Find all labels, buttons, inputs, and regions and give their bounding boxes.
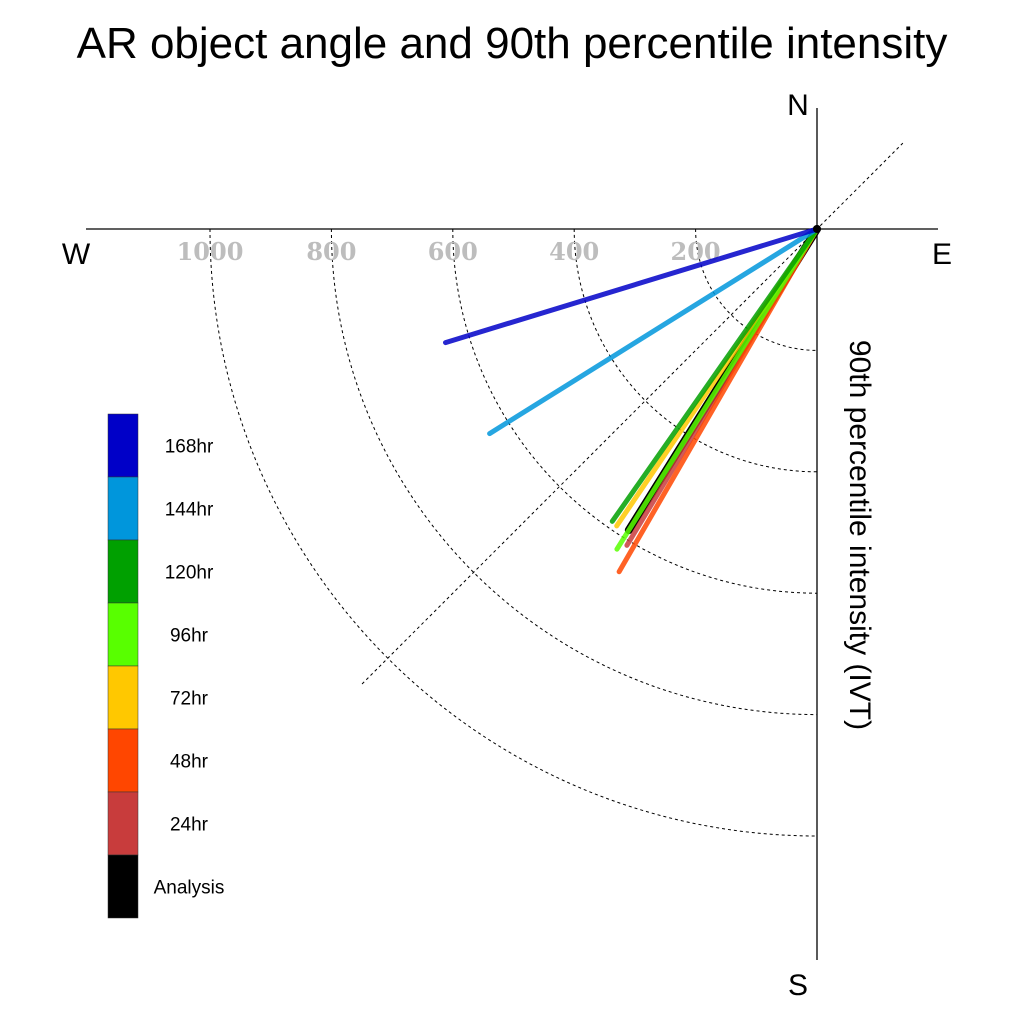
legend-label: 48hr [170, 752, 209, 773]
legend-swatch-168hr [107, 413, 139, 478]
vector-96hr [614, 226, 820, 552]
compass-east-label: E [932, 238, 952, 271]
legend-label: 96hr [170, 626, 209, 647]
legend-swatch-144hr [107, 476, 139, 541]
legend-label: Analysis [154, 878, 225, 899]
radial-tick-label: 600 [428, 237, 478, 266]
legend-swatch-24hr [107, 791, 139, 856]
legend-swatch-96hr [107, 602, 139, 667]
diagonal-gridline [361, 142, 904, 685]
legend-swatch-72hr [107, 665, 139, 730]
legend-swatch-48hr [107, 728, 139, 793]
radial-tick-label: 1000 [177, 237, 244, 266]
chart-title: AR object angle and 90th percentile inte… [77, 19, 948, 68]
radial-tick-label: 800 [306, 237, 356, 266]
vector-layer [442, 225, 821, 575]
legend-swatch-analysis [107, 854, 139, 919]
legend: 168hr 144hr 120hr 96hr 72hr 48hr 24hr Analysis [107, 413, 225, 919]
vector-144hr [487, 226, 820, 437]
compass-west-label: W [62, 238, 91, 271]
y-axis-label: 90th percentile intensity (IVT) [843, 340, 876, 730]
legend-label: 168hr [165, 437, 214, 458]
range-ring [695, 228, 818, 351]
radial-tick-label: 400 [549, 237, 599, 266]
range-ring [330, 228, 818, 716]
axes-layer [86, 108, 938, 960]
legend-label: 144hr [165, 500, 214, 521]
range-ring [573, 228, 818, 473]
compass-south-label: S [788, 969, 808, 1002]
legend-label: 24hr [170, 815, 209, 836]
range-ring [452, 228, 818, 594]
origin-point [813, 225, 821, 233]
legend-label: 120hr [165, 563, 214, 584]
legend-label: 72hr [170, 689, 209, 710]
vector-120hr [609, 226, 820, 524]
vector-168hr [442, 226, 820, 346]
compass-north-label: N [787, 89, 809, 122]
legend-swatch-120hr [107, 539, 139, 604]
